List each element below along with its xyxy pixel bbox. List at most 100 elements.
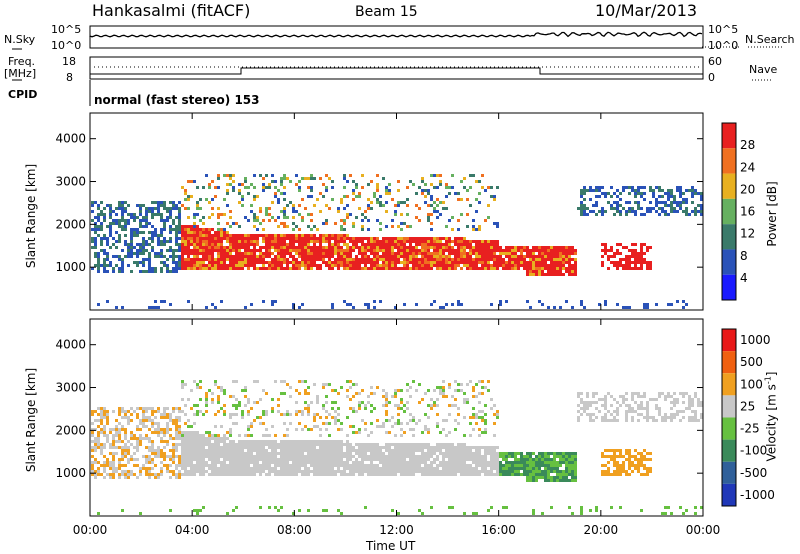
heatmap-cell <box>196 204 199 207</box>
heatmap-cell <box>238 449 241 452</box>
heatmap-cell <box>205 258 208 261</box>
heatmap-cell <box>679 201 682 204</box>
heatmap-cell <box>196 461 199 464</box>
heatmap-cell <box>697 192 700 195</box>
heatmap-cell <box>145 473 148 476</box>
heatmap-cell <box>247 410 250 413</box>
heatmap-cell <box>139 210 142 213</box>
heatmap-cell <box>406 213 409 216</box>
heatmap-cell <box>166 422 169 425</box>
heatmap-cell <box>103 455 106 458</box>
heatmap-cell <box>100 416 103 419</box>
heatmap-cell <box>304 255 307 258</box>
heatmap-cell <box>142 258 145 261</box>
heatmap-cell <box>427 264 430 267</box>
heatmap-cell <box>361 467 364 470</box>
heatmap-cell <box>433 473 436 476</box>
heatmap-cell <box>379 204 382 207</box>
heatmap-cell <box>226 443 229 446</box>
heatmap-cell <box>313 455 316 458</box>
heatmap-cell <box>457 246 460 249</box>
heatmap-cell <box>577 395 580 398</box>
heatmap-cell <box>442 249 445 252</box>
heatmap-cell <box>316 267 319 270</box>
heatmap-cell <box>331 473 334 476</box>
heatmap-cell <box>181 434 184 437</box>
freq-series <box>90 67 703 75</box>
heatmap-cell <box>307 410 310 413</box>
heatmap-cell <box>112 243 115 246</box>
heatmap-cell <box>304 380 307 383</box>
heatmap-cell <box>94 419 97 422</box>
heatmap-cell <box>349 407 352 410</box>
heatmap-cell <box>277 452 280 455</box>
heatmap-cell <box>625 186 628 189</box>
heatmap-cell <box>241 464 244 467</box>
heatmap-cell <box>94 231 97 234</box>
heatmap-cell <box>106 204 109 207</box>
heatmap-cell <box>91 464 94 467</box>
heatmap-cell <box>193 422 196 425</box>
heatmap-cell <box>361 174 364 177</box>
heatmap-cell <box>616 419 619 422</box>
heatmap-cell <box>430 470 433 473</box>
heatmap-cell <box>457 192 460 195</box>
heatmap-cell <box>160 461 163 464</box>
heatmap-cell <box>415 249 418 252</box>
heatmap-cell <box>610 413 613 416</box>
heatmap-cell <box>298 440 301 443</box>
heatmap-cell <box>604 252 607 255</box>
heatmap-cell <box>175 437 178 440</box>
heatmap-cell <box>448 255 451 258</box>
heatmap-cell <box>418 219 421 222</box>
heatmap-cell <box>487 461 490 464</box>
heatmap-cell <box>343 252 346 255</box>
heatmap-cell <box>478 470 481 473</box>
heatmap-cell <box>262 446 265 449</box>
heatmap-cell <box>673 195 676 198</box>
heatmap-cell <box>616 470 619 473</box>
heatmap-cell <box>556 249 559 252</box>
heatmap-cell <box>289 237 292 240</box>
heatmap-cell <box>163 455 166 458</box>
heatmap-cell <box>520 261 523 264</box>
heatmap-cell <box>211 392 214 395</box>
heatmap-cell <box>232 449 235 452</box>
heatmap-cell <box>256 237 259 240</box>
heatmap-cell <box>424 237 427 240</box>
heatmap-cell <box>139 437 142 440</box>
heatmap-cell <box>559 473 562 476</box>
heatmap-cell <box>340 446 343 449</box>
heatmap-cell <box>112 452 115 455</box>
heatmap-cell <box>304 443 307 446</box>
heatmap-cell <box>214 440 217 443</box>
heatmap-cell <box>325 464 328 467</box>
heatmap-cell <box>361 446 364 449</box>
heatmap-cell <box>253 458 256 461</box>
heatmap-cell <box>151 467 154 470</box>
heatmap-cell <box>265 207 268 210</box>
heatmap-cell <box>163 413 166 416</box>
heatmap-cell <box>205 306 208 309</box>
heatmap-cell <box>280 458 283 461</box>
heatmap-cell <box>499 461 502 464</box>
heatmap-cell <box>481 240 484 243</box>
heatmap-cell <box>403 222 406 225</box>
heatmap-cell <box>625 392 628 395</box>
heatmap-cell <box>694 210 697 213</box>
heatmap-cell <box>250 243 253 246</box>
heatmap-cell <box>487 204 490 207</box>
heatmap-cell <box>655 201 658 204</box>
heatmap-cell <box>310 240 313 243</box>
heatmap-cell <box>400 267 403 270</box>
heatmap-cell <box>628 267 631 270</box>
heatmap-cell <box>232 189 235 192</box>
heatmap-cell <box>109 461 112 464</box>
heatmap-cell <box>445 443 448 446</box>
heatmap-cell <box>427 267 430 270</box>
heatmap-cell <box>451 458 454 461</box>
heatmap-cell <box>304 407 307 410</box>
heatmap-cell <box>133 473 136 476</box>
heatmap-cell <box>370 458 373 461</box>
heatmap-cell <box>229 431 232 434</box>
